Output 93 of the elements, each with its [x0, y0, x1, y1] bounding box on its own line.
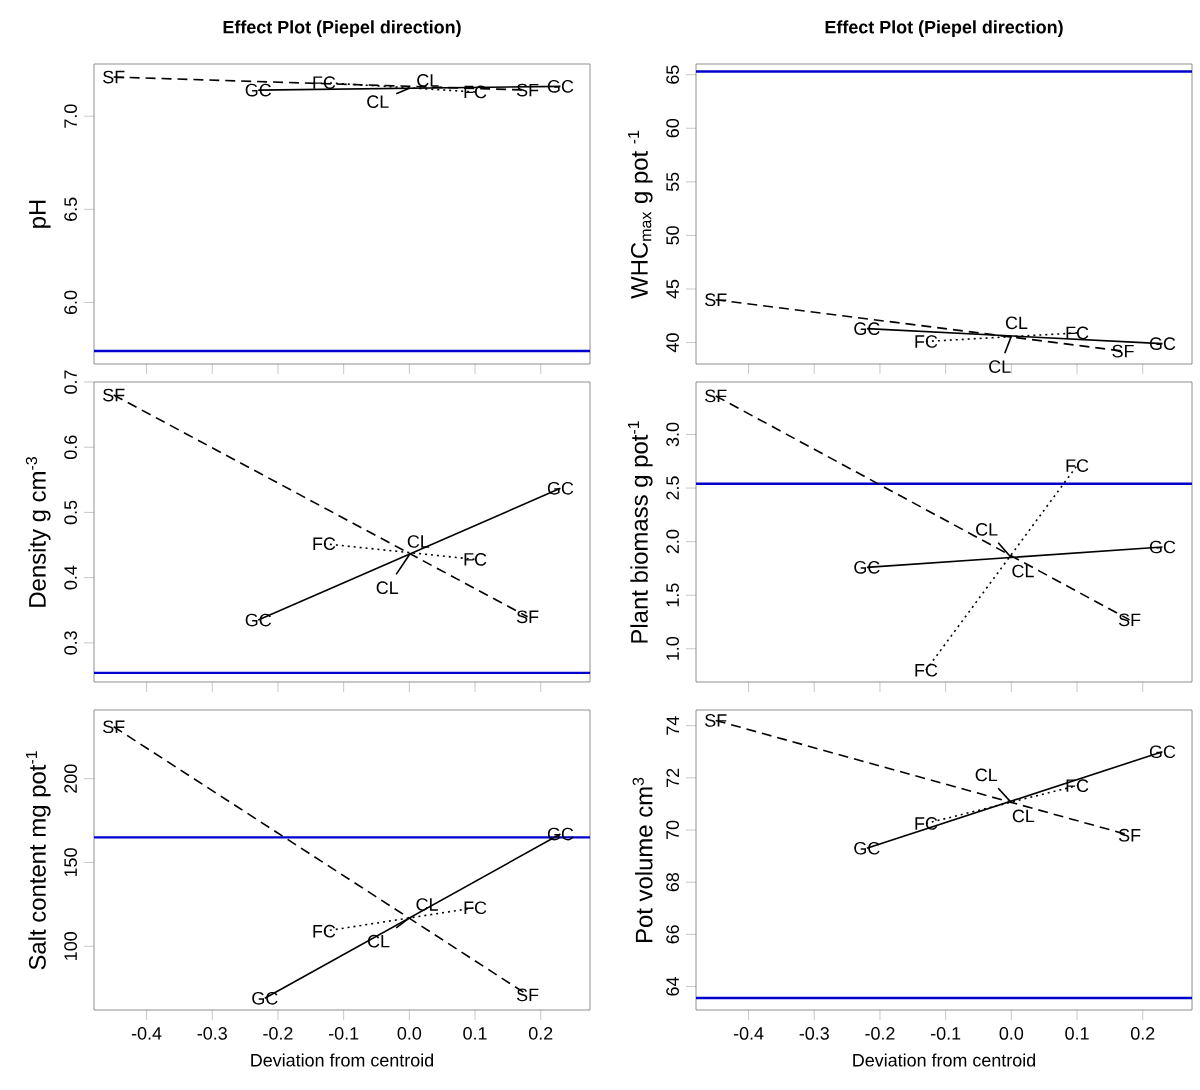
series-label: FC — [915, 663, 938, 677]
y-tick-label: 3.0 — [666, 422, 679, 447]
y-tick-label: 40 — [666, 333, 679, 353]
y-tick-label: 7.0 — [64, 104, 77, 128]
text: SF — [1112, 344, 1134, 358]
y-tick-label: 0.5 — [64, 500, 77, 525]
series-label: CL — [367, 95, 389, 108]
y-axis-title: pH — [29, 200, 51, 228]
series-label: FC — [313, 537, 336, 551]
text: CL — [376, 581, 399, 595]
x-tick-label: -0.2 — [865, 1027, 895, 1040]
chart-title: Effect Plot (Piepel direction) — [223, 20, 461, 37]
series-label: GC — [245, 613, 272, 627]
y-tick-label: 2.0 — [666, 529, 679, 554]
x-tick-label: -0.4 — [131, 1027, 162, 1040]
x-axis-title: Deviation from centroid — [251, 1053, 433, 1067]
text: GC — [547, 481, 574, 495]
x-tick-label: -0.1 — [931, 1027, 961, 1040]
x-tick-label: 0.0 — [999, 1027, 1024, 1040]
y-tick-label: 2.5 — [666, 476, 679, 500]
y-tick-label: 74 — [666, 716, 679, 735]
y-tick-label: 0.6 — [64, 435, 77, 459]
text: FC — [1066, 326, 1089, 340]
series-label: FC — [915, 817, 938, 830]
series-label: CL — [367, 934, 390, 948]
y-tick-label: 50 — [666, 226, 679, 245]
series-label: GC — [854, 841, 880, 855]
text: SF — [1118, 828, 1141, 842]
x-tick-label: 0.2 — [1130, 1027, 1155, 1040]
series-label: FC — [313, 924, 336, 938]
x-tick-label: -0.3 — [197, 1027, 227, 1040]
series-label: FC — [313, 76, 336, 89]
series-label: CL — [976, 523, 998, 536]
y-axis-title: WHC$_{max}$ g pot $^{-1}$ — [627, 130, 653, 299]
series-label: SF — [705, 714, 727, 727]
y-tick-label: 200 — [64, 764, 77, 793]
y-tick-label: 1.5 — [666, 583, 679, 607]
x-tick-label: 0.1 — [463, 1027, 487, 1040]
y-axis-title: Pot volume cm$^{3}$ — [632, 777, 653, 943]
text: SF — [1118, 613, 1141, 627]
text: GC — [1149, 745, 1176, 759]
series-label: CL — [975, 768, 998, 782]
y-tick-label: 100 — [64, 932, 77, 960]
text: CL — [417, 74, 439, 87]
y-tick-label: 64 — [666, 977, 679, 996]
y-tick-label: 0.7 — [64, 370, 77, 394]
y-tick-label: 0.3 — [64, 631, 77, 655]
x-axis-title: Deviation from centroid — [853, 1053, 1036, 1067]
y-tick-label: 1.0 — [666, 637, 679, 660]
x-tick-label: 0.0 — [397, 1027, 422, 1040]
y-tick-label: 60 — [666, 119, 679, 138]
y-tick-label: 6.0 — [64, 290, 77, 315]
y-tick-label: 72 — [666, 768, 679, 787]
x-tick-label: -0.4 — [733, 1027, 764, 1040]
series-label: CL — [407, 535, 430, 548]
series-label: GC — [252, 991, 278, 1005]
text: FC — [1066, 779, 1089, 793]
chart-title: Effect Plot (Piepel direction) — [825, 20, 1063, 37]
x-tick-label: -0.3 — [799, 1027, 829, 1040]
series-label: SF — [705, 389, 727, 403]
x-tick-label: -0.2 — [263, 1027, 293, 1040]
series-label: CL — [1005, 316, 1028, 330]
y-tick-label: 6.5 — [64, 197, 77, 221]
y-axis-title: Plant biomass g pot$^{-1}$ — [627, 421, 653, 643]
x-tick-label: 0.1 — [1065, 1027, 1089, 1040]
text: CL — [1012, 564, 1034, 578]
y-tick-label: 45 — [666, 279, 679, 299]
y-tick-label: 150 — [64, 848, 77, 877]
y-tick-label: 70 — [666, 820, 679, 840]
x-tick-label: 0.2 — [528, 1027, 553, 1040]
text: CL — [1012, 809, 1035, 823]
text: FC — [464, 901, 487, 915]
text: SF — [516, 610, 539, 624]
text: FC — [1066, 459, 1089, 472]
y-tick-label: 0.4 — [64, 565, 77, 590]
y-axis-title: Salt content mg pot$^{-1}$ — [25, 751, 51, 970]
y-tick-label: 66 — [666, 925, 679, 944]
text: GC — [1149, 540, 1176, 554]
y-axis-title: Density g cm$^{-3}$ — [25, 457, 51, 607]
y-tick-label: 68 — [666, 872, 679, 892]
series-label: FC — [915, 335, 938, 348]
text: CL — [989, 360, 1011, 373]
series-label: GC — [245, 83, 272, 97]
x-tick-label: -0.1 — [329, 1027, 359, 1040]
series-label: GC — [854, 560, 880, 574]
text: SF — [516, 988, 539, 1002]
series-label: GC — [854, 322, 880, 335]
y-tick-label: 55 — [666, 172, 679, 192]
text: GC — [1149, 337, 1176, 350]
series-label: SF — [103, 388, 125, 402]
text: FC — [464, 553, 487, 566]
y-tick-label: 65 — [666, 65, 679, 84]
series-label: SF — [103, 720, 125, 734]
